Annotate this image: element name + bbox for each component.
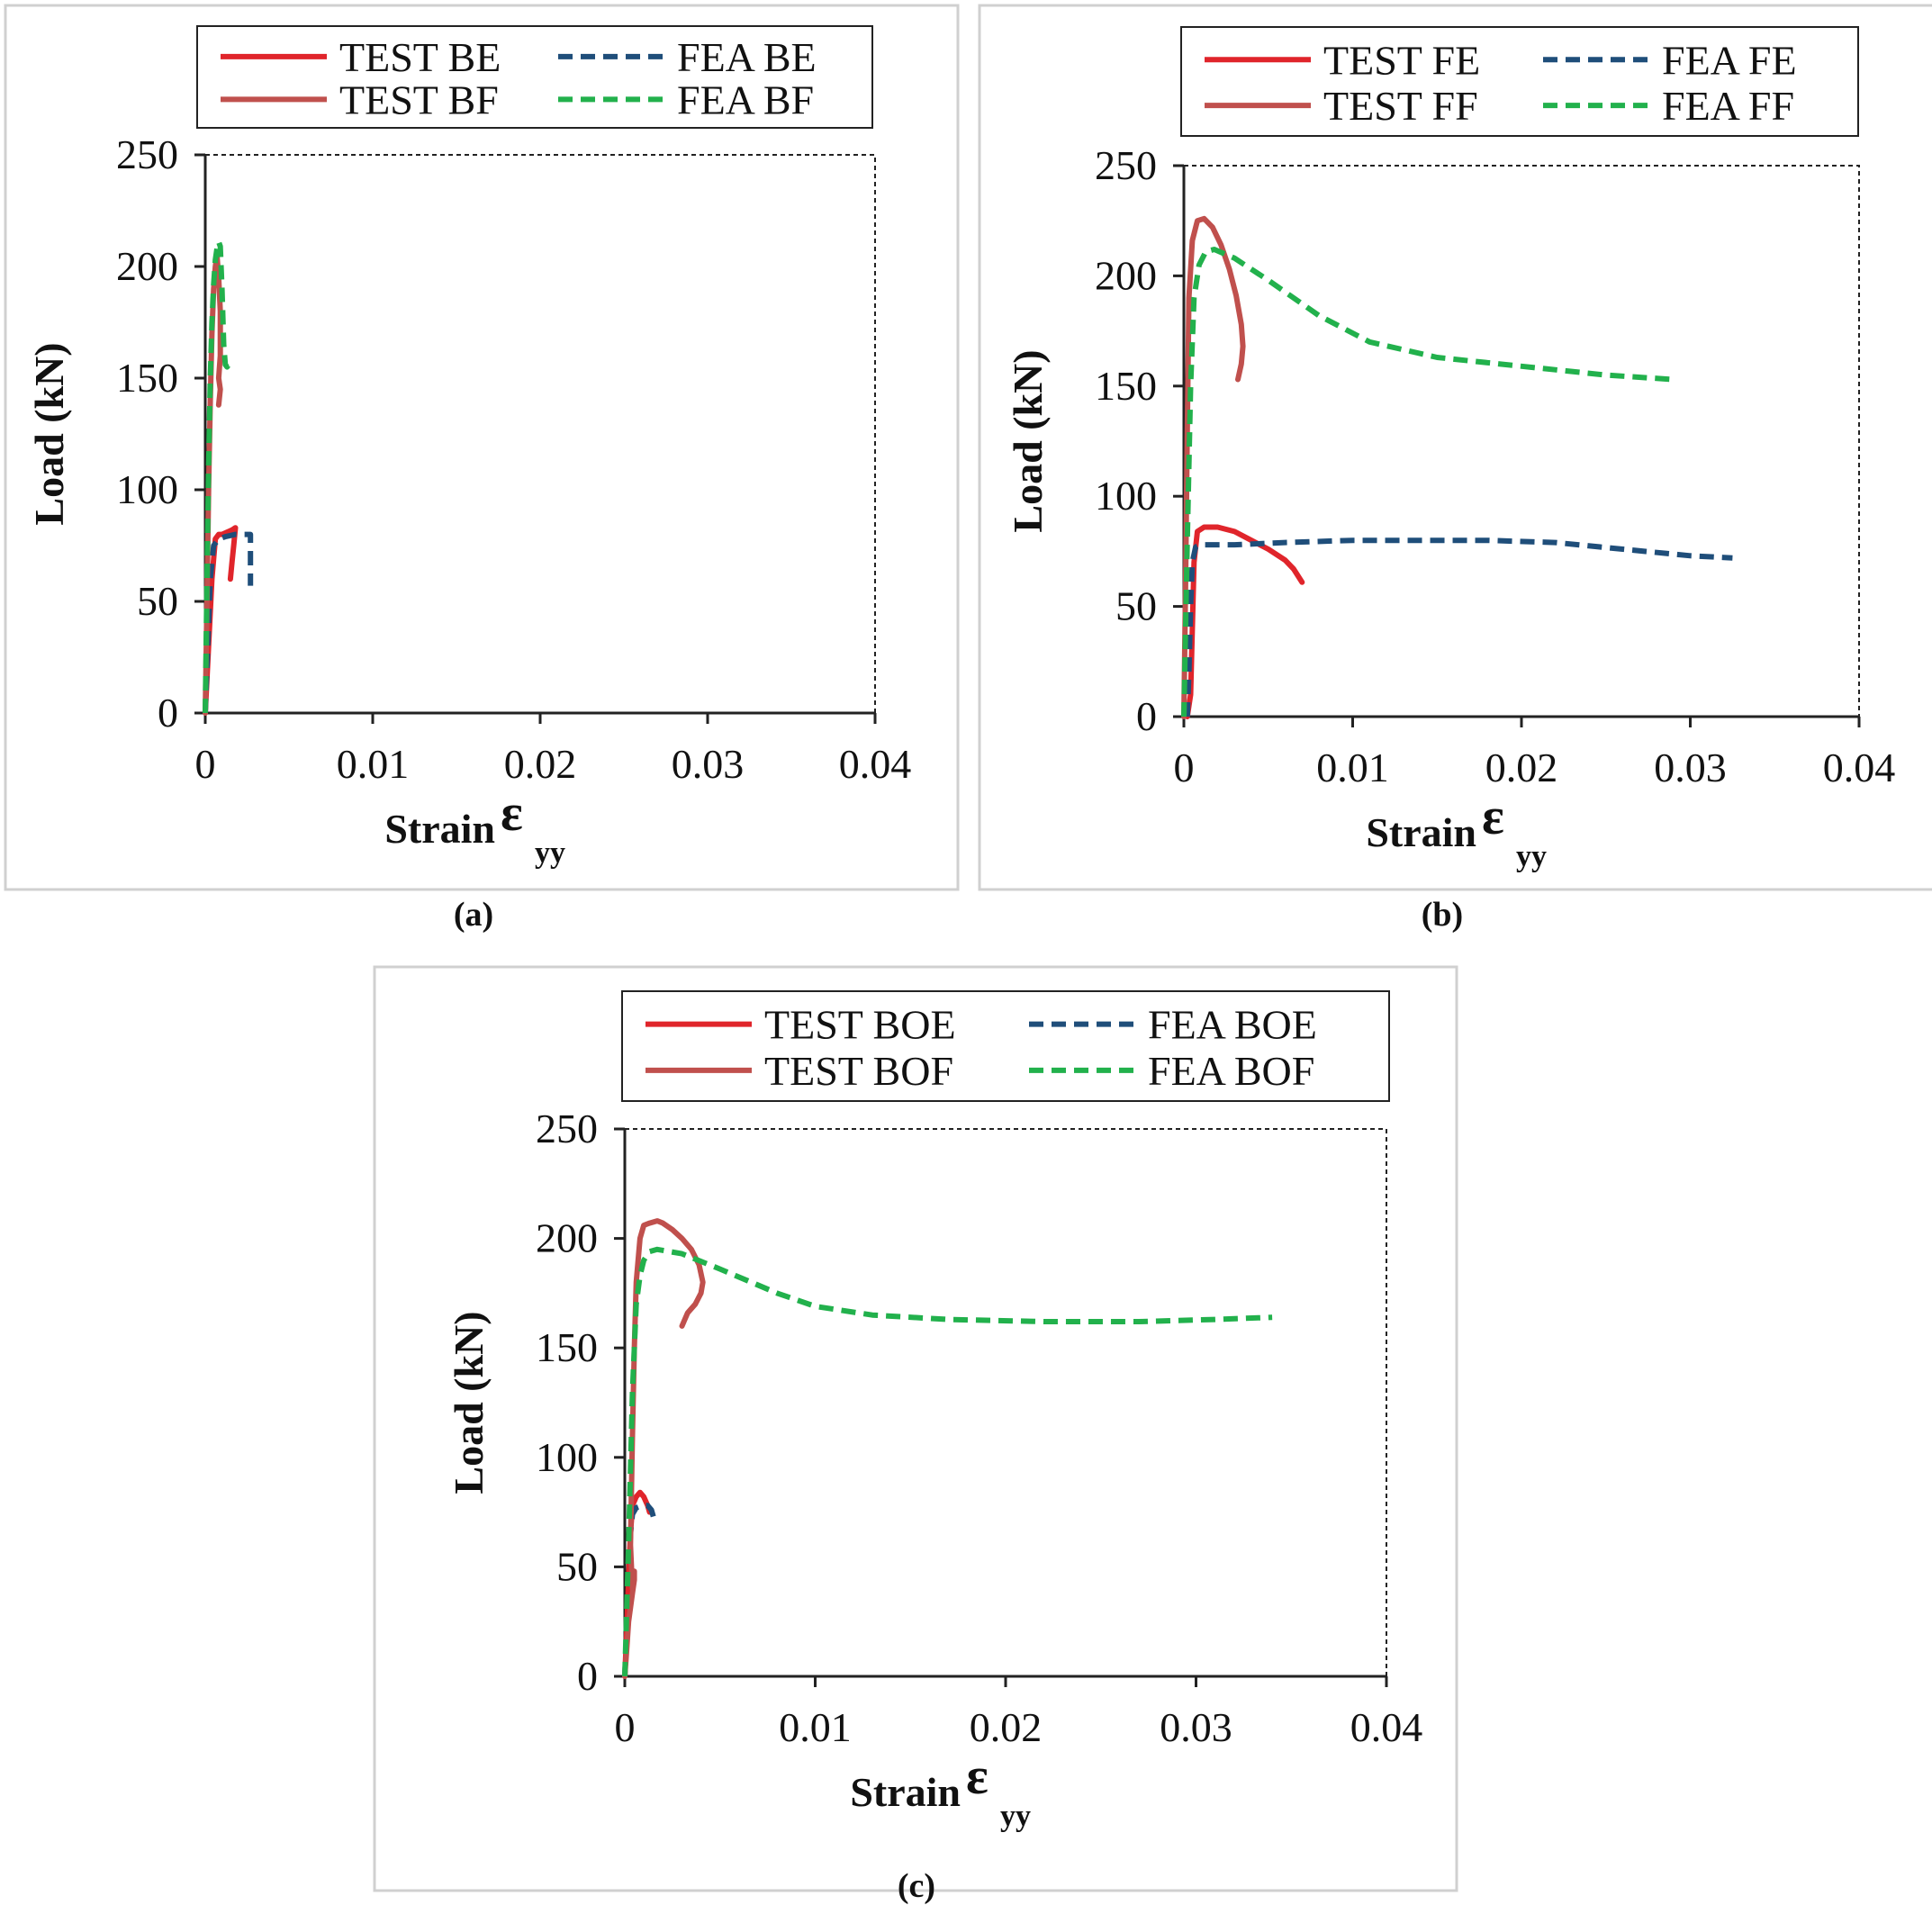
x-tick-label: 0.01 bbox=[1316, 745, 1389, 790]
series-line-test-ff bbox=[1181, 215, 1246, 719]
series-line-fea-bf bbox=[203, 239, 231, 714]
y-tick-label: 50 bbox=[1115, 583, 1157, 629]
y-tick-label: 0 bbox=[577, 1653, 598, 1699]
x-axis-symbol: ε bbox=[966, 1747, 989, 1805]
legend-box bbox=[1180, 26, 1859, 137]
plot-border bbox=[625, 1128, 1387, 1676]
plot-border bbox=[205, 154, 876, 713]
x-tick-label: 0.03 bbox=[672, 741, 745, 787]
y-axis-title: Load (kN) bbox=[26, 342, 72, 525]
series-line-fea-fe bbox=[1184, 537, 1733, 718]
legend-label-test-bf: TEST BF bbox=[339, 77, 499, 122]
x-tick-label: 0.02 bbox=[970, 1704, 1043, 1750]
x-axis-subscript: yy bbox=[1000, 1800, 1031, 1833]
y-tick-label: 100 bbox=[536, 1434, 598, 1480]
y-tick-label: 50 bbox=[556, 1543, 598, 1589]
y-tick-label: 250 bbox=[536, 1106, 598, 1151]
panel-a: 0 50 100 150 200 250 0 0.01 0.02 0.03 0.04 Load (kN… bbox=[4, 4, 960, 934]
series-line-test-bof bbox=[622, 1218, 706, 1679]
x-tick-label: 0.04 bbox=[839, 741, 912, 787]
series-line-fea-bof bbox=[622, 1246, 1273, 1677]
panel-caption: (b) bbox=[1422, 896, 1463, 934]
y-tick-label: 200 bbox=[116, 243, 178, 289]
y-tick-label: 150 bbox=[116, 355, 178, 401]
x-axis-title: Strain bbox=[1366, 809, 1476, 855]
y-tick-label: 150 bbox=[536, 1324, 598, 1370]
legend-label-test-ff: TEST FF bbox=[1323, 83, 1478, 129]
y-tick-label: 100 bbox=[116, 466, 178, 512]
legend-label-fea-be: FEA BE bbox=[677, 34, 817, 80]
panel-caption: (a) bbox=[454, 896, 493, 934]
panel-caption: (c) bbox=[898, 1867, 935, 1905]
legend-label-test-be: TEST BE bbox=[339, 34, 501, 80]
plot-border bbox=[1184, 165, 1860, 717]
y-tick-label: 200 bbox=[536, 1215, 598, 1261]
x-axis-subscript: yy bbox=[1516, 840, 1547, 873]
x-tick-label: 0.04 bbox=[1350, 1704, 1423, 1750]
x-tick-label: 0 bbox=[615, 1704, 636, 1750]
panel-frame bbox=[978, 4, 1932, 891]
y-tick-label: 150 bbox=[1095, 363, 1157, 409]
legend-label-test-fe: TEST FE bbox=[1323, 37, 1480, 83]
legend-label-test-bof: TEST BOF bbox=[764, 1048, 953, 1094]
panel-frame bbox=[373, 965, 1458, 1892]
y-tick-label: 50 bbox=[137, 578, 178, 624]
legend-label-fea-ff: FEA FF bbox=[1662, 83, 1794, 129]
legend-box bbox=[621, 990, 1390, 1102]
x-axis-subscript: yy bbox=[535, 836, 565, 870]
legend-label-fea-bof: FEA BOF bbox=[1148, 1048, 1314, 1094]
x-tick-label: 0.04 bbox=[1823, 745, 1896, 790]
x-tick-label: 0.03 bbox=[1160, 1704, 1232, 1750]
legend-label-fea-bf: FEA BF bbox=[677, 77, 814, 122]
y-tick-label: 200 bbox=[1095, 252, 1157, 298]
y-tick-label: 100 bbox=[1095, 473, 1157, 519]
y-tick-label: 0 bbox=[1136, 693, 1157, 739]
y-tick-label: 250 bbox=[1095, 142, 1157, 188]
y-tick-label: 250 bbox=[116, 131, 178, 177]
panel-frame bbox=[4, 4, 960, 891]
y-tick-label: 0 bbox=[158, 690, 178, 736]
x-tick-label: 0 bbox=[1174, 745, 1195, 790]
x-tick-label: 0.02 bbox=[1485, 745, 1558, 790]
legend-label-fea-fe: FEA FE bbox=[1662, 37, 1797, 83]
x-tick-label: 0.02 bbox=[504, 741, 577, 787]
series-line-test-fe bbox=[1184, 524, 1305, 719]
x-axis-title: Strain bbox=[384, 806, 495, 852]
x-axis-title: Strain bbox=[850, 1769, 961, 1815]
x-axis-symbol: ε bbox=[1482, 787, 1504, 845]
legend-label-test-boe: TEST BOE bbox=[764, 1002, 956, 1048]
series-line-fea-ff bbox=[1181, 247, 1674, 718]
y-axis-title: Load (kN) bbox=[446, 1311, 492, 1494]
panel-b: 0 50 100 150 200 250 0 0.01 0.02 0.03 0.04 Load (kN… bbox=[978, 4, 1932, 934]
x-tick-label: 0 bbox=[195, 741, 216, 787]
y-axis-title: Load (kN) bbox=[1005, 349, 1051, 532]
x-tick-label: 0.03 bbox=[1654, 745, 1727, 790]
x-axis-symbol: ε bbox=[501, 783, 523, 842]
panel-c: 0 50 100 150 200 250 0 0.01 0.02 0.03 0.04 Load (kN… bbox=[373, 965, 1458, 1905]
x-tick-label: 0.01 bbox=[779, 1704, 852, 1750]
legend-label-fea-boe: FEA BOE bbox=[1148, 1002, 1317, 1048]
legend-box bbox=[196, 25, 873, 129]
x-tick-label: 0.01 bbox=[337, 741, 410, 787]
